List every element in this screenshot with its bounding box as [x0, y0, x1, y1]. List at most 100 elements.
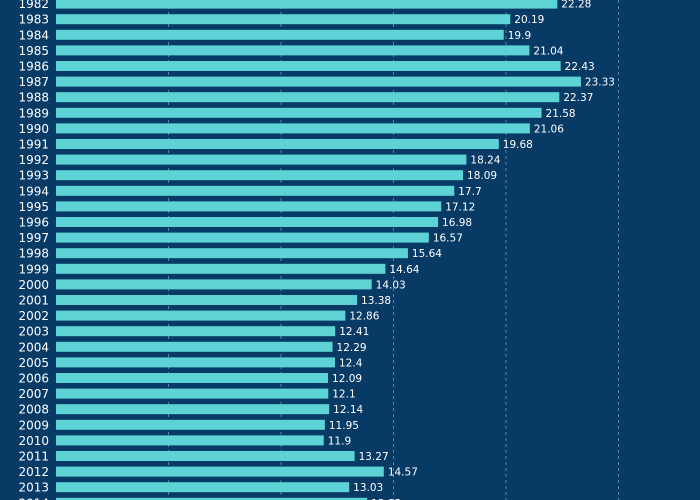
bar-1987 — [56, 76, 581, 87]
bar-1989 — [56, 107, 542, 118]
value-label: 21.06 — [534, 123, 564, 135]
category-label: 2007 — [18, 387, 49, 401]
value-label: 22.28 — [561, 0, 591, 11]
value-label: 18.24 — [470, 155, 500, 167]
value-label: 19.9 — [508, 30, 531, 42]
value-label: 12.41 — [339, 326, 369, 338]
bar-2006 — [56, 373, 329, 383]
bar-1991 — [56, 139, 499, 149]
bar-1998 — [56, 248, 408, 259]
bar-2004 — [56, 341, 333, 352]
value-label: 21.04 — [533, 45, 563, 57]
value-label: 18.09 — [467, 170, 497, 182]
bar-1982 — [56, 0, 558, 9]
bar-1992 — [56, 154, 467, 165]
bar-2007 — [56, 388, 329, 399]
bar-2008 — [56, 404, 330, 415]
category-label: 2012 — [18, 465, 49, 479]
value-label: 16.57 — [433, 233, 463, 245]
value-label: 23.33 — [585, 77, 615, 89]
category-label: 1997 — [18, 231, 49, 245]
gridlines — [168, 0, 619, 500]
value-label: 14.03 — [376, 279, 406, 291]
bar-1990 — [56, 123, 530, 134]
value-label: 19.68 — [503, 139, 533, 151]
category-label: 1998 — [18, 247, 49, 261]
value-label: 22.43 — [565, 61, 595, 73]
category-label: 2006 — [18, 372, 49, 386]
bar-1983 — [56, 14, 511, 25]
category-label: 2004 — [18, 340, 49, 354]
category-label: 1995 — [18, 200, 49, 214]
category-label: 2002 — [18, 309, 49, 323]
value-label: 12.86 — [349, 311, 379, 323]
bar-1993 — [56, 170, 464, 181]
value-label: 16.98 — [442, 217, 472, 229]
category-label: 2009 — [18, 418, 49, 432]
category-label: 1987 — [18, 75, 49, 89]
value-label: 13.03 — [353, 482, 383, 494]
bar-2012 — [56, 466, 384, 477]
category-label: 2011 — [18, 450, 49, 464]
bar-2000 — [56, 279, 372, 290]
bar-1994 — [56, 185, 455, 196]
value-label: 20.19 — [514, 14, 544, 26]
value-label: 13.38 — [361, 295, 391, 307]
bar-2013 — [56, 482, 350, 493]
value-label: 11.9 — [328, 435, 351, 447]
category-label: 2010 — [18, 434, 49, 448]
category-label: 2005 — [18, 356, 49, 370]
category-label: 2014 — [18, 496, 49, 500]
value-label: 21.58 — [546, 108, 576, 120]
bar-2014 — [56, 497, 368, 500]
category-label: 1999 — [18, 262, 49, 276]
bar-2005 — [56, 357, 335, 368]
value-label: 12.09 — [332, 373, 362, 385]
bar-1999 — [56, 263, 386, 274]
category-label: 2001 — [18, 294, 49, 308]
category-label: 1996 — [18, 216, 49, 230]
category-label: 1986 — [18, 60, 49, 74]
value-label: 17.7 — [458, 186, 481, 198]
category-label: 1985 — [18, 44, 49, 58]
category-label: 2000 — [18, 278, 49, 292]
bar-1995 — [56, 201, 442, 212]
value-label: 13.27 — [359, 451, 389, 463]
labels: 1982 22.28 1983 20.19 1984 19.9 1985 21.04 1986 2… — [18, 0, 615, 500]
value-label: 22.37 — [563, 92, 593, 104]
bar-1997 — [56, 232, 429, 243]
bar-2003 — [56, 326, 336, 337]
category-label: 1983 — [18, 13, 49, 27]
category-label: 1994 — [18, 184, 49, 198]
value-label: 15.64 — [412, 248, 442, 260]
bar-2010 — [56, 435, 324, 446]
category-label: 1992 — [18, 153, 49, 167]
category-label: 1988 — [18, 91, 49, 105]
bars — [56, 0, 581, 500]
category-label: 2003 — [18, 325, 49, 339]
category-label: 2008 — [18, 403, 49, 417]
bar-1985 — [56, 45, 530, 56]
bar-2002 — [56, 310, 346, 321]
bar-2001 — [56, 295, 358, 305]
value-label: 12.4 — [339, 357, 363, 369]
category-label: 1993 — [18, 169, 49, 183]
bar-1986 — [56, 61, 561, 71]
bar-1984 — [56, 29, 504, 40]
category-label: 2013 — [18, 481, 49, 495]
bar-2009 — [56, 419, 325, 430]
category-label: 1990 — [18, 122, 49, 136]
value-label: 12.1 — [332, 389, 355, 401]
value-label: 12.29 — [337, 342, 367, 354]
bar-1988 — [56, 92, 560, 103]
value-label: 14.57 — [388, 467, 418, 479]
category-label: 1982 — [18, 0, 49, 11]
value-label: 17.12 — [445, 201, 475, 213]
value-label: 14.64 — [389, 264, 419, 276]
category-label: 1989 — [18, 106, 49, 120]
bar-2011 — [56, 451, 355, 461]
value-label: 11.95 — [329, 420, 359, 432]
category-label: 1991 — [18, 138, 49, 152]
category-label: 1984 — [18, 28, 49, 42]
